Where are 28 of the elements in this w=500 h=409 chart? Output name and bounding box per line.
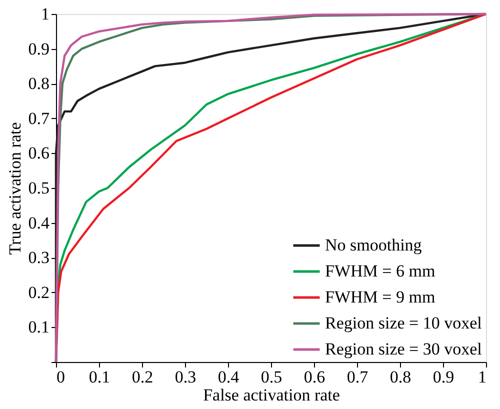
y-tick-label: 0.5 [28, 178, 50, 198]
x-tick-label: 0.5 [260, 368, 282, 386]
x-tick-label: 0.9 [432, 368, 454, 386]
x-tick-label: 0.2 [132, 368, 154, 386]
x-tick-label: 1 [478, 368, 486, 386]
legend-label: Region size = 30 voxel [325, 340, 482, 358]
y-tick-label: 0.1 [28, 318, 50, 337]
y-tick-label: 0.8 [28, 74, 50, 94]
y-tick-label: 0.6 [28, 144, 50, 163]
legend-label: Region size = 10 voxel [325, 314, 482, 332]
y-tick-label: 0.9 [28, 39, 50, 58]
legend-label: FWHM = 6 mm [325, 262, 436, 280]
legend-label: No smoothing [325, 236, 422, 254]
x-tick-label: 0 [56, 368, 65, 386]
x-tick-label: 0.1 [88, 368, 110, 386]
y-tick-label: 0.3 [28, 248, 50, 268]
y-tick-label: 0.7 [28, 108, 50, 128]
x-tick-label: 0.3 [174, 368, 196, 386]
y-tick-label: 0.4 [28, 213, 50, 232]
x-tick-label: 0.4 [218, 368, 240, 386]
y-tick-label: 1 [41, 4, 50, 24]
x-tick-label: 0.8 [390, 368, 412, 386]
x-tick-label: 0.6 [304, 368, 326, 386]
x-axis-title: False activation rate [203, 386, 340, 404]
y-tick-label: 0.2 [28, 282, 50, 302]
legend-label: FWHM = 9 mm [325, 288, 436, 306]
x-tick-label: 0.7 [346, 368, 369, 386]
y-axis-title: True activation rate [5, 122, 24, 255]
